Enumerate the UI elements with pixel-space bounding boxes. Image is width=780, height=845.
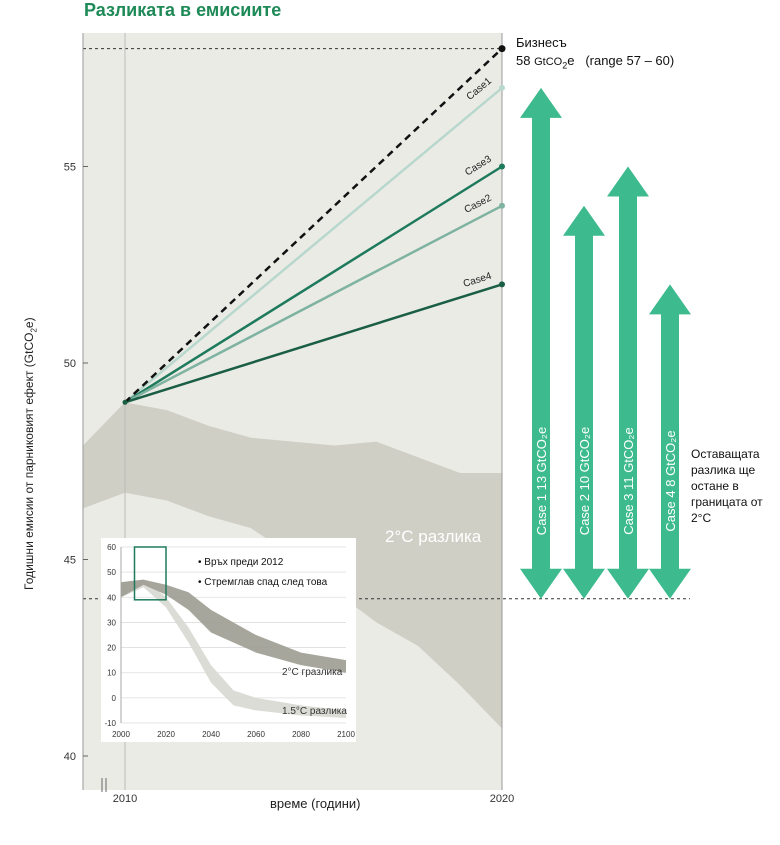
inset-x-tick-label: 2040 (202, 730, 220, 739)
inset-x-tick-label: 2100 (337, 730, 355, 739)
inset-y-tick-label: -10 (104, 719, 116, 728)
inset-y-tick-label: 0 (112, 694, 117, 703)
series-end-point (499, 84, 505, 91)
y-tick-label: 40 (64, 751, 76, 763)
series-end-point (499, 163, 505, 170)
series-end-point (499, 281, 505, 288)
chart-title: Разликата в емисиите (84, 0, 282, 20)
inset-series-label-15c: 1.5°C разлика (282, 706, 347, 717)
bau-annotation: Бизнесъ 58 GtCO2e (range 57 – 60) (516, 34, 674, 75)
gap-arrow-4 (649, 284, 691, 599)
inset-y-tick-label: 60 (107, 543, 116, 552)
inset-x-tick-label: 2000 (112, 730, 130, 739)
two-degree-band (83, 402, 502, 729)
gap-arrow-3 (607, 166, 649, 599)
gap-arrow-1 (520, 87, 562, 599)
series-line-case3 (124, 165, 503, 404)
gap-arrow-label-2: Case 2 10 GtCO₂e (577, 427, 592, 535)
two-degree-gap-label: 2°C разлика (385, 527, 482, 546)
inset-series-label-2c: 2°C гразлика (282, 667, 343, 678)
inset-y-tick-label: 20 (107, 644, 116, 653)
y-tick-label: 45 (64, 555, 76, 567)
inset-band-2 (121, 579, 346, 718)
inset-legend-item: • Връх преди 2012 (198, 557, 284, 568)
bau-end-point (498, 45, 506, 53)
inset-x-tick-label: 2060 (247, 730, 265, 739)
bau-name: Бизнесъ (516, 35, 567, 50)
gap-arrow-label-1: Case 1 13 GtCO₂e (534, 427, 549, 535)
x-tick-label: 2020 (490, 793, 514, 805)
series-line-case4 (124, 283, 503, 404)
bau-value: 58 GtCO2e (range 57 – 60) (516, 53, 675, 71)
gap-arrow-label-4: Case 4 8 GtCO₂e (663, 430, 678, 531)
gap-arrow-label-3: Case 3 11 GtCO₂e (621, 427, 636, 534)
remaining-gap-note: Оставащата разлика ще остане в границата… (691, 447, 763, 525)
inset-x-tick-label: 2080 (292, 730, 310, 739)
y-tick-label: 50 (64, 358, 76, 370)
inset-x-tick-label: 2020 (157, 730, 175, 739)
y-tick-label: 55 (64, 162, 76, 174)
inset-y-tick-label: 30 (107, 618, 116, 627)
inset-legend-item: • Стремглав спад след това (198, 577, 328, 588)
series-end-point (499, 202, 505, 209)
series-line-case1 (124, 86, 503, 404)
start-point (122, 399, 128, 405)
bau-line (124, 47, 503, 404)
y-axis-label: Годишни емисии от парниковият ефект (GtC… (22, 317, 39, 590)
inset-band-1 (121, 579, 346, 673)
inset-y-tick-label: 10 (107, 669, 116, 678)
x-axis-label: време (години) (270, 796, 361, 811)
inset-y-tick-label: 40 (107, 593, 116, 602)
gap-arrow-2 (563, 205, 605, 599)
inset-y-tick-label: 50 (107, 568, 116, 577)
x-tick-label: 2010 (113, 793, 137, 805)
inset-highlight-box (133, 546, 167, 601)
series-line-case2 (124, 204, 503, 404)
